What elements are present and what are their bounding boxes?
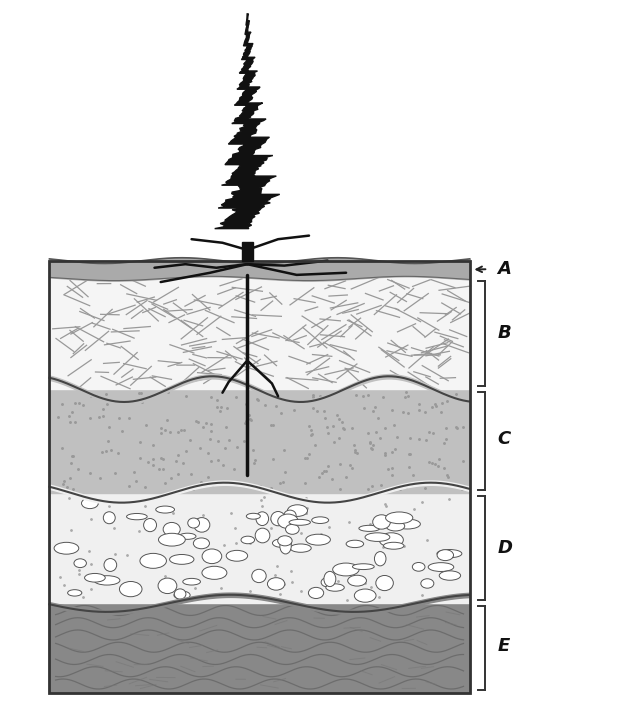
Text: B: B	[497, 324, 511, 343]
Ellipse shape	[174, 589, 186, 599]
Ellipse shape	[67, 590, 82, 596]
Ellipse shape	[252, 569, 266, 583]
Ellipse shape	[346, 540, 363, 548]
Ellipse shape	[359, 526, 380, 531]
Bar	[49, 261, 470, 693]
Polygon shape	[49, 493, 470, 603]
Ellipse shape	[183, 578, 200, 585]
Polygon shape	[49, 603, 470, 693]
Ellipse shape	[428, 563, 454, 571]
Ellipse shape	[194, 518, 210, 532]
Ellipse shape	[373, 515, 391, 529]
Ellipse shape	[437, 550, 454, 560]
Ellipse shape	[348, 575, 366, 586]
Ellipse shape	[163, 523, 180, 536]
Ellipse shape	[365, 533, 390, 541]
Ellipse shape	[202, 566, 227, 579]
Polygon shape	[229, 119, 266, 144]
Ellipse shape	[104, 558, 117, 571]
Ellipse shape	[193, 538, 210, 549]
Ellipse shape	[332, 563, 359, 576]
Ellipse shape	[386, 512, 413, 523]
Ellipse shape	[326, 584, 344, 591]
Ellipse shape	[379, 533, 404, 547]
Polygon shape	[214, 194, 280, 228]
Ellipse shape	[179, 533, 196, 539]
Polygon shape	[218, 176, 276, 208]
Polygon shape	[242, 242, 253, 261]
Ellipse shape	[158, 578, 177, 593]
Ellipse shape	[273, 539, 292, 548]
Ellipse shape	[394, 519, 420, 529]
Ellipse shape	[226, 550, 248, 561]
Polygon shape	[225, 137, 269, 165]
Ellipse shape	[202, 549, 222, 563]
Ellipse shape	[174, 591, 190, 599]
Ellipse shape	[140, 553, 166, 568]
Polygon shape	[242, 44, 253, 59]
Ellipse shape	[188, 518, 200, 528]
Ellipse shape	[268, 578, 285, 590]
Ellipse shape	[324, 571, 336, 587]
Polygon shape	[232, 103, 263, 124]
Ellipse shape	[321, 578, 333, 587]
Ellipse shape	[169, 555, 194, 564]
Ellipse shape	[412, 563, 425, 571]
Ellipse shape	[241, 536, 255, 544]
Ellipse shape	[308, 588, 324, 598]
Ellipse shape	[306, 534, 331, 545]
Ellipse shape	[284, 510, 296, 521]
Text: E: E	[497, 637, 510, 655]
Polygon shape	[245, 21, 250, 34]
Ellipse shape	[311, 517, 329, 523]
Polygon shape	[234, 87, 260, 105]
Ellipse shape	[289, 519, 310, 526]
Ellipse shape	[247, 513, 260, 519]
Polygon shape	[239, 57, 255, 74]
Ellipse shape	[103, 512, 115, 524]
Ellipse shape	[256, 512, 269, 526]
Polygon shape	[49, 389, 470, 493]
Ellipse shape	[375, 552, 386, 566]
Polygon shape	[49, 278, 470, 389]
Ellipse shape	[287, 505, 308, 516]
Polygon shape	[243, 32, 251, 46]
Ellipse shape	[286, 524, 299, 534]
Polygon shape	[246, 14, 248, 25]
Ellipse shape	[290, 544, 311, 553]
Ellipse shape	[437, 550, 462, 558]
Polygon shape	[237, 71, 258, 89]
Ellipse shape	[85, 573, 105, 582]
Ellipse shape	[54, 543, 78, 554]
Ellipse shape	[354, 589, 376, 602]
Ellipse shape	[384, 542, 404, 549]
Ellipse shape	[156, 506, 174, 513]
Ellipse shape	[127, 513, 147, 520]
Ellipse shape	[74, 559, 87, 568]
Text: C: C	[497, 430, 510, 448]
Ellipse shape	[119, 581, 142, 597]
Ellipse shape	[94, 575, 120, 585]
Ellipse shape	[421, 579, 434, 588]
Ellipse shape	[280, 538, 291, 554]
Ellipse shape	[386, 521, 405, 531]
Ellipse shape	[352, 564, 375, 570]
Ellipse shape	[277, 536, 292, 545]
Ellipse shape	[277, 514, 298, 528]
Ellipse shape	[255, 528, 270, 543]
Ellipse shape	[376, 575, 393, 590]
Ellipse shape	[143, 518, 156, 532]
Ellipse shape	[271, 511, 286, 526]
Ellipse shape	[439, 571, 460, 580]
Text: A: A	[497, 260, 511, 278]
Ellipse shape	[158, 533, 185, 546]
Polygon shape	[221, 156, 273, 185]
Text: D: D	[497, 538, 512, 557]
Ellipse shape	[82, 498, 98, 508]
